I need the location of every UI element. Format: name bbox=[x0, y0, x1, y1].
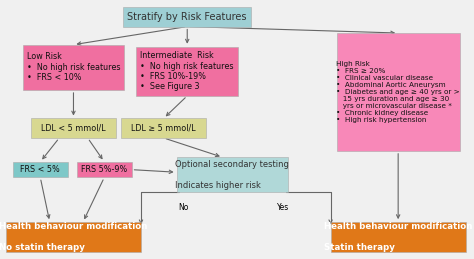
FancyBboxPatch shape bbox=[123, 7, 251, 26]
Text: Optional secondary testing

Indicates higher risk: Optional secondary testing Indicates hig… bbox=[175, 160, 289, 190]
Text: LDL < 5 mmol/L: LDL < 5 mmol/L bbox=[41, 124, 106, 133]
Text: Stratify by Risk Features: Stratify by Risk Features bbox=[128, 12, 247, 22]
FancyBboxPatch shape bbox=[137, 47, 238, 96]
Text: FRS < 5%: FRS < 5% bbox=[20, 165, 60, 174]
Text: No: No bbox=[179, 203, 189, 212]
Text: Yes: Yes bbox=[277, 203, 290, 212]
FancyBboxPatch shape bbox=[121, 119, 206, 138]
FancyBboxPatch shape bbox=[77, 162, 132, 177]
Text: Low Risk
•  No high risk features
•  FRS < 10%: Low Risk • No high risk features • FRS <… bbox=[27, 52, 120, 82]
FancyBboxPatch shape bbox=[23, 45, 124, 90]
FancyBboxPatch shape bbox=[176, 157, 288, 192]
Text: Health behaviour modification

Statin therapy: Health behaviour modification Statin the… bbox=[324, 222, 473, 252]
Text: Health behaviour modification

No statin therapy: Health behaviour modification No statin … bbox=[0, 222, 148, 252]
Text: LDL ≥ 5 mmol/L: LDL ≥ 5 mmol/L bbox=[131, 124, 196, 133]
FancyBboxPatch shape bbox=[13, 162, 67, 177]
FancyBboxPatch shape bbox=[6, 222, 141, 252]
Text: Intermediate  Risk
•  No high risk features
•  FRS 10%-19%
•  See Figure 3: Intermediate Risk • No high risk feature… bbox=[140, 51, 234, 91]
FancyBboxPatch shape bbox=[337, 33, 460, 151]
FancyBboxPatch shape bbox=[31, 119, 116, 138]
FancyBboxPatch shape bbox=[331, 222, 465, 252]
Text: High Risk
•  FRS ≥ 20%
•  Clinical vascular disease
•  Abdominal Aortic Aneurysm: High Risk • FRS ≥ 20% • Clinical vascula… bbox=[336, 61, 460, 123]
Text: FRS 5%-9%: FRS 5%-9% bbox=[81, 165, 128, 174]
